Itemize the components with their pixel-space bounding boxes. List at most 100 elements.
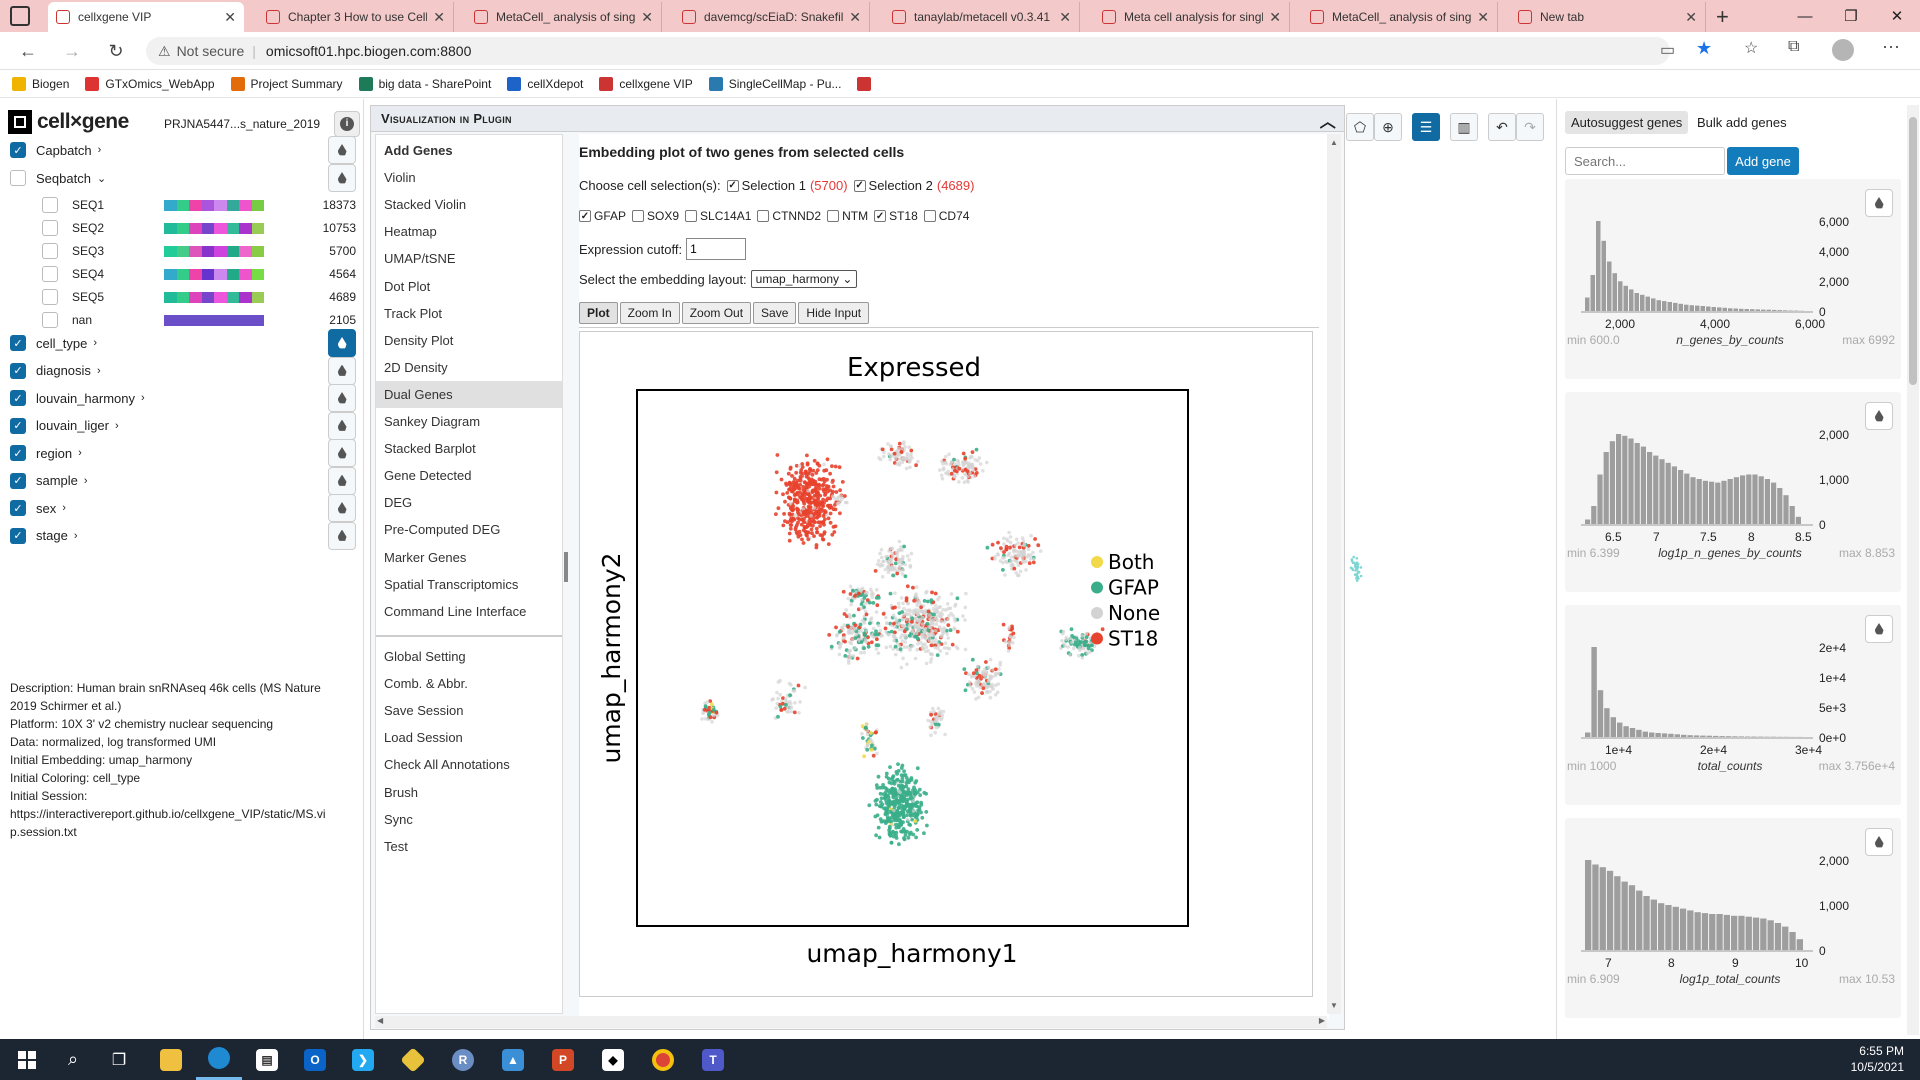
chevron-right-icon[interactable]: › bbox=[141, 392, 145, 404]
close-tab-icon[interactable]: ✕ bbox=[1685, 8, 1697, 25]
gene-option-cd74[interactable]: CD74 bbox=[923, 209, 969, 223]
gene-checkbox[interactable] bbox=[874, 210, 887, 222]
edge-icon[interactable] bbox=[196, 1039, 242, 1080]
splitter-handle[interactable] bbox=[564, 552, 568, 582]
plugin-vertical-scrollbar[interactable]: ▲ ▼ bbox=[1327, 134, 1341, 1014]
category-checkbox[interactable]: ✓ bbox=[10, 445, 26, 461]
plugin-horizontal-scrollbar[interactable]: ◀ ▶ bbox=[375, 1016, 1327, 1028]
powerpoint-icon[interactable]: P bbox=[540, 1039, 586, 1080]
tab-autosuggest[interactable]: Autosuggest genes bbox=[1565, 111, 1689, 134]
value-checkbox[interactable] bbox=[42, 243, 58, 259]
plugin-menu-item[interactable]: Density Plot bbox=[384, 332, 454, 348]
bookmark-item[interactable]: big data - SharePoint bbox=[358, 76, 491, 91]
plugin-menu-item[interactable]: Stacked Violin bbox=[384, 197, 467, 213]
color-by-button[interactable] bbox=[1865, 615, 1893, 643]
plugin-menu-item[interactable]: Stacked Barplot bbox=[384, 441, 476, 457]
zoom-tool-button[interactable]: ⊕ bbox=[1374, 113, 1402, 141]
close-tab-icon[interactable]: ✕ bbox=[224, 8, 236, 25]
inkscape-icon[interactable]: ◆ bbox=[590, 1039, 636, 1080]
color-by-button[interactable] bbox=[328, 356, 356, 385]
task-view-icon[interactable]: ❐ bbox=[111, 1051, 127, 1069]
save-button[interactable]: Save bbox=[753, 302, 797, 324]
tab-8[interactable]: New tab ✕ bbox=[1510, 2, 1706, 32]
vscode-icon[interactable]: ❯ bbox=[340, 1039, 386, 1080]
category-diagnosis[interactable]: ✓ diagnosis › bbox=[10, 356, 356, 385]
gene-checkbox[interactable] bbox=[579, 210, 591, 222]
category-checkbox[interactable]: ✓ bbox=[10, 472, 26, 489]
value-checkbox[interactable] bbox=[42, 220, 58, 236]
selection2-checkbox[interactable] bbox=[853, 179, 866, 192]
profile-avatar[interactable] bbox=[1832, 39, 1854, 61]
plugin-menu-item[interactable]: Dual Genes bbox=[376, 380, 562, 408]
close-tab-icon[interactable]: ✕ bbox=[849, 8, 861, 25]
hide-input-button[interactable]: Hide Input bbox=[798, 302, 870, 324]
category-checkbox[interactable]: ✓ bbox=[10, 527, 26, 544]
color-by-button[interactable] bbox=[328, 494, 356, 522]
color-by-button[interactable] bbox=[328, 466, 356, 495]
outlook-icon[interactable]: O bbox=[292, 1039, 338, 1080]
tab-2[interactable]: Chapter 3 How to use Cell ✕ bbox=[258, 2, 454, 32]
tab-5[interactable]: tanaylab/metacell v0.3.41 ✕ bbox=[884, 2, 1080, 32]
refresh-icon[interactable]: ↻ bbox=[108, 40, 124, 61]
bookmark-item[interactable]: cellXdepot bbox=[507, 76, 583, 91]
plugin-menu-item[interactable]: Gene Detected bbox=[384, 468, 472, 484]
tab-4[interactable]: davemcg/scEiaD: Snakefile ✕ bbox=[674, 2, 870, 32]
r-icon[interactable]: R bbox=[440, 1039, 486, 1080]
gene-checkbox[interactable] bbox=[632, 210, 645, 222]
category-checkbox[interactable]: ✓ bbox=[10, 142, 26, 158]
color-by-button[interactable] bbox=[328, 136, 356, 164]
store-icon[interactable]: ▤ bbox=[244, 1039, 290, 1080]
category-louvain-harmony[interactable]: ✓ louvain_harmony › bbox=[10, 384, 356, 412]
color-by-button[interactable] bbox=[1865, 828, 1893, 856]
chevron-right-icon[interactable]: › bbox=[78, 447, 82, 459]
gene-option-gfap[interactable]: GFAP bbox=[579, 209, 626, 223]
bookmark-item[interactable]: SingleCellMap - Pu... bbox=[708, 76, 841, 91]
value-checkbox[interactable] bbox=[42, 266, 58, 282]
reader-icon[interactable]: ▭ bbox=[1660, 42, 1676, 59]
chevron-right-icon[interactable]: › bbox=[115, 419, 119, 432]
seqbatch-value-row[interactable]: SEQ3 5700 bbox=[42, 239, 356, 263]
tab-1[interactable]: cellxgene VIP ✕ bbox=[48, 2, 244, 32]
bookmark-item[interactable]: Biogen bbox=[12, 76, 69, 91]
right-scrollbar[interactable] bbox=[1907, 105, 1919, 1035]
plugin-menu-item[interactable]: Comb. & Abbr. bbox=[384, 676, 468, 692]
chevron-down-icon[interactable]: ⌄ bbox=[96, 172, 107, 185]
color-by-button[interactable] bbox=[328, 329, 356, 357]
start-icon[interactable] bbox=[4, 1039, 50, 1080]
plugin-menu-item[interactable]: UMAP/tSNE bbox=[384, 251, 456, 267]
gene-option-ntm[interactable]: NTM bbox=[827, 209, 868, 223]
bookmark-pdf-icon[interactable] bbox=[857, 76, 877, 91]
color-by-button[interactable] bbox=[328, 411, 356, 440]
category-checkbox[interactable]: ✓ bbox=[10, 500, 26, 516]
plugin-menu-item[interactable]: Command Line Interface bbox=[384, 603, 527, 619]
tab-bulk-add[interactable]: Bulk add genes bbox=[1697, 115, 1787, 130]
plugin-menu-item[interactable]: Load Session bbox=[384, 730, 463, 746]
chevron-right-icon[interactable]: › bbox=[97, 144, 102, 156]
file-explorer-icon[interactable] bbox=[148, 1039, 194, 1080]
close-tab-icon[interactable]: ✕ bbox=[1477, 8, 1489, 25]
histogram-button[interactable]: ▥ bbox=[1450, 113, 1478, 141]
bookmark-item[interactable]: Project Summary bbox=[230, 76, 343, 91]
forward-icon[interactable]: → bbox=[63, 40, 81, 61]
gene-option-ctnnd2[interactable]: CTNND2 bbox=[757, 209, 821, 223]
category-checkbox[interactable] bbox=[10, 170, 26, 186]
chevron-right-icon[interactable]: › bbox=[62, 502, 66, 514]
gene-checkbox[interactable] bbox=[923, 210, 936, 222]
category-seqbatch[interactable]: Seqbatch ⌄ bbox=[10, 164, 356, 192]
gene-option-slc14a1[interactable]: SLC14A1 bbox=[685, 209, 751, 223]
seqbatch-value-row[interactable]: SEQ2 10753 bbox=[42, 216, 356, 240]
zoom-out-button[interactable]: Zoom Out bbox=[681, 302, 752, 324]
add-gene-button[interactable]: Add gene bbox=[1727, 147, 1799, 175]
category-checkbox[interactable]: ✓ bbox=[10, 362, 26, 379]
plugin-menu-item[interactable]: Brush bbox=[384, 784, 418, 800]
color-by-button[interactable] bbox=[1865, 402, 1893, 430]
git-icon[interactable] bbox=[390, 1039, 436, 1080]
new-tab-button[interactable]: + bbox=[1716, 4, 1729, 29]
category-sample[interactable]: ✓ sample › bbox=[10, 466, 356, 495]
plugin-menu-item[interactable]: Check All Annotations bbox=[384, 757, 510, 773]
value-checkbox[interactable] bbox=[42, 312, 58, 328]
gene-checkbox[interactable] bbox=[757, 210, 770, 222]
bookmark-item[interactable]: cellxgene VIP bbox=[599, 76, 693, 91]
plugin-menu-item[interactable]: 2D Density bbox=[384, 359, 448, 375]
color-by-button[interactable] bbox=[328, 384, 356, 412]
